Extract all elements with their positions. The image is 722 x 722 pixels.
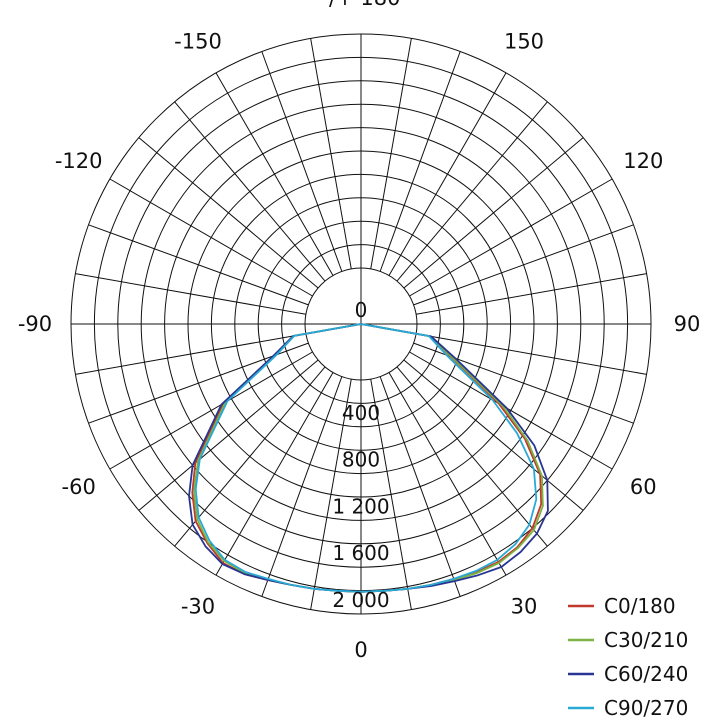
grid-spoke <box>396 101 548 282</box>
angle-tick-label: 150 <box>504 30 544 54</box>
grid-spoke <box>413 224 634 306</box>
radial-tick-label: 0 <box>355 298 368 322</box>
grid-spoke <box>409 178 613 297</box>
grid-spoke <box>215 372 334 576</box>
grid-spoke <box>109 178 313 297</box>
grid-spoke <box>261 376 343 597</box>
radial-tick-label: 1 200 <box>332 494 389 518</box>
grid-spoke <box>138 359 319 511</box>
angle-tick-label: 30 <box>511 594 538 618</box>
grid-spoke <box>174 101 326 282</box>
grid-spoke <box>109 351 313 470</box>
grid-spoke <box>370 379 412 610</box>
angle-tick-label: 0 <box>354 638 367 662</box>
grid-spoke <box>310 379 352 610</box>
legend-label: C30/210 <box>604 628 688 652</box>
grid-spoke <box>88 224 309 306</box>
data-series <box>188 323 549 593</box>
grid-spoke <box>75 273 306 315</box>
angle-tick-label: -90 <box>18 312 52 336</box>
legend-label: C0/180 <box>604 594 676 618</box>
angle-tick-label: -60 <box>62 475 96 499</box>
legend-label: C60/240 <box>604 662 688 686</box>
angle-tick-label: -/+ 180 <box>321 0 400 10</box>
radial-tick-label: 1 600 <box>332 541 389 565</box>
grid-spoke <box>370 38 412 269</box>
angle-tick-label: 60 <box>630 475 657 499</box>
grid-spoke <box>388 72 507 276</box>
grid-spoke <box>403 137 584 289</box>
angle-tick-label: -30 <box>181 594 215 618</box>
angle-tick-label: 120 <box>623 149 663 173</box>
radial-tick-label: 400 <box>342 401 380 425</box>
polar-grid <box>70 33 652 615</box>
radial-tick-label: 800 <box>342 448 380 472</box>
grid-spoke <box>215 72 334 276</box>
grid-spoke <box>75 333 306 375</box>
grid-spoke <box>396 366 548 547</box>
grid-spoke <box>388 372 507 576</box>
grid-spoke <box>261 51 343 272</box>
grid-spoke <box>379 51 461 272</box>
grid-spoke <box>138 137 319 289</box>
grid-spoke <box>416 273 647 315</box>
axis-labels: -/+ 180 150 120 90 60 30 0 -30 -60 -90 -120 -150 0 40… <box>18 0 701 662</box>
angle-tick-label: -120 <box>55 149 103 173</box>
grid-spoke <box>409 351 613 470</box>
grid-spoke <box>379 376 461 597</box>
angle-tick-label: -150 <box>174 30 222 54</box>
legend-label: C90/270 <box>604 696 688 720</box>
series-curve-c90-270 <box>194 323 538 593</box>
angle-tick-label: 90 <box>674 312 701 336</box>
radial-tick-label: 2 000 <box>332 588 389 612</box>
grid-spoke <box>416 333 647 375</box>
grid-spoke <box>403 359 584 511</box>
grid-spoke <box>174 366 326 547</box>
legend: C0/180 C30/210 C60/240 C90/270 <box>568 594 688 720</box>
grid-spoke <box>310 38 352 269</box>
